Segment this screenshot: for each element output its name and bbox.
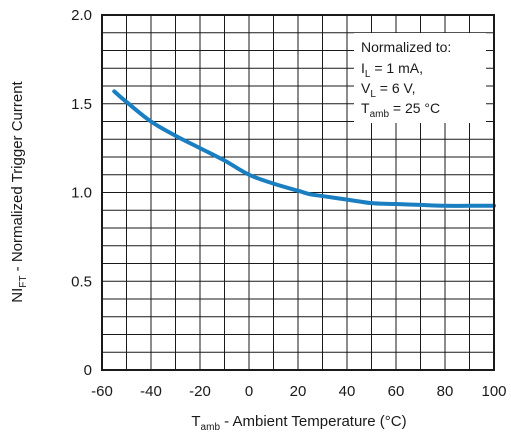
x-tick-label: -20 <box>189 383 211 400</box>
annotation-line-4: Tamb = 25 °C <box>361 100 440 120</box>
series-line <box>112 89 496 208</box>
x-tick-label: -60 <box>91 383 113 400</box>
x-tick-label: 40 <box>339 383 356 400</box>
x-tick-label: 20 <box>290 383 307 400</box>
x-tick-label: 100 <box>481 383 506 400</box>
x-tick-label: 80 <box>437 383 454 400</box>
tick-labels: -60 -40 -20 0 20 40 60 80 100 0 0.5 1.0 1.5 2.0 <box>71 7 506 400</box>
annotation-background <box>354 33 486 123</box>
annotation-line-2: IL = 1 mA, <box>361 60 423 80</box>
y-tick-label: 0.5 <box>71 273 92 290</box>
x-axis-title: Tamb - Ambient Temperature (°C) <box>191 413 406 433</box>
x-tick-label: 0 <box>245 383 253 400</box>
y-tick-label: 2.0 <box>71 7 92 24</box>
y-tick-label: 0 <box>84 362 92 379</box>
x-tick-label: -40 <box>140 383 162 400</box>
y-tick-label: 1.0 <box>71 185 92 202</box>
annotation-line-3: VL = 6 V, <box>361 80 415 100</box>
y-axis-title: NIFT - Normalized Trigger Current <box>9 80 29 302</box>
x-tick-label: 60 <box>388 383 405 400</box>
plot-frame <box>101 14 495 371</box>
y-tick-label: 1.5 <box>71 96 92 113</box>
annotation-line-1: Normalized to: <box>361 39 451 55</box>
